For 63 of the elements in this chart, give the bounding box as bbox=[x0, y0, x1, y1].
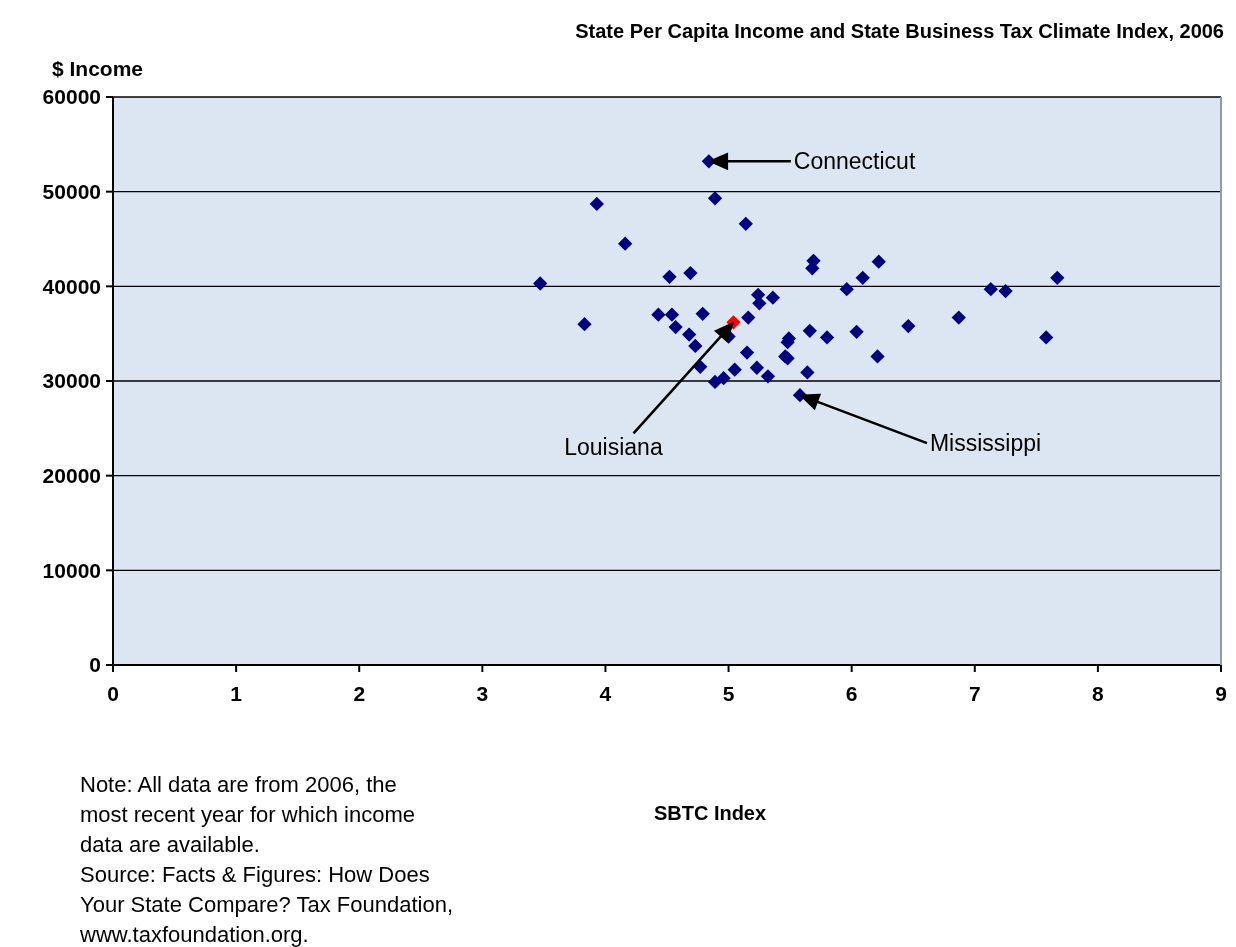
point bbox=[839, 282, 854, 297]
x-tick-label: 7 bbox=[968, 682, 981, 705]
x-tick-label: 1 bbox=[230, 682, 243, 705]
point bbox=[683, 265, 698, 281]
point bbox=[749, 360, 765, 375]
point bbox=[577, 317, 592, 332]
text: Note: All data are from 2006, the most recent year for which income data are available. bbox=[80, 772, 416, 857]
point bbox=[662, 269, 677, 285]
point bbox=[651, 307, 666, 322]
point bbox=[802, 323, 817, 338]
y-axis-title: $ Income bbox=[52, 57, 144, 80]
point bbox=[855, 270, 870, 285]
y-tick-label: 30000 bbox=[42, 369, 101, 393]
x-tick-label: 4 bbox=[599, 682, 612, 705]
point bbox=[951, 310, 966, 325]
x-tick-label: 0 bbox=[107, 682, 119, 705]
point bbox=[688, 338, 703, 354]
point bbox=[533, 276, 548, 291]
annotation: Louisiana bbox=[564, 434, 663, 461]
y-tick-label: 20000 bbox=[42, 464, 101, 488]
y-tick-label: 40000 bbox=[42, 274, 101, 298]
point bbox=[805, 261, 820, 276]
point bbox=[716, 371, 731, 386]
point bbox=[682, 327, 697, 342]
y-tick-label: 10000 bbox=[42, 558, 101, 582]
point bbox=[707, 191, 723, 206]
point bbox=[1050, 270, 1065, 285]
point bbox=[752, 296, 767, 311]
point bbox=[695, 306, 710, 321]
point bbox=[739, 345, 755, 360]
x-axis-title: SBTC Index bbox=[653, 802, 767, 824]
point bbox=[765, 290, 781, 305]
point bbox=[664, 307, 680, 322]
point bbox=[901, 318, 916, 334]
point bbox=[1039, 330, 1054, 345]
point bbox=[998, 283, 1013, 299]
source-note: Source: Facts & Figures: How Does Your State Compare? Tax Foundation, www.taxfoundation.org. bbox=[79, 862, 454, 947]
y-tick-label: 60000 bbox=[42, 85, 101, 109]
x-tick-label: 9 bbox=[1215, 682, 1227, 705]
point bbox=[589, 196, 604, 212]
point bbox=[871, 254, 886, 269]
x-tick-label: 5 bbox=[722, 682, 735, 705]
point bbox=[741, 310, 756, 325]
annotation: Connecticut bbox=[793, 148, 916, 175]
annotation: Mississippi bbox=[929, 430, 1042, 457]
point bbox=[668, 319, 683, 335]
x-tick-label: 2 bbox=[353, 682, 366, 705]
point bbox=[618, 236, 633, 251]
chart-title: State Per Capita Income and State Business Tax Climate Index, 2006 bbox=[575, 20, 1224, 42]
x-tick-label: 3 bbox=[476, 682, 489, 705]
point bbox=[819, 330, 835, 345]
point bbox=[870, 349, 885, 364]
point bbox=[738, 216, 753, 231]
y-tick-label: 0 bbox=[89, 653, 101, 677]
point bbox=[800, 365, 815, 380]
point bbox=[727, 362, 742, 377]
point bbox=[849, 324, 864, 339]
point bbox=[983, 282, 998, 297]
x-tick-label: 8 bbox=[1092, 682, 1105, 705]
point bbox=[707, 374, 723, 390]
y-tick-label: 50000 bbox=[42, 180, 101, 204]
point bbox=[760, 369, 776, 384]
x-tick-label: 6 bbox=[845, 682, 858, 705]
